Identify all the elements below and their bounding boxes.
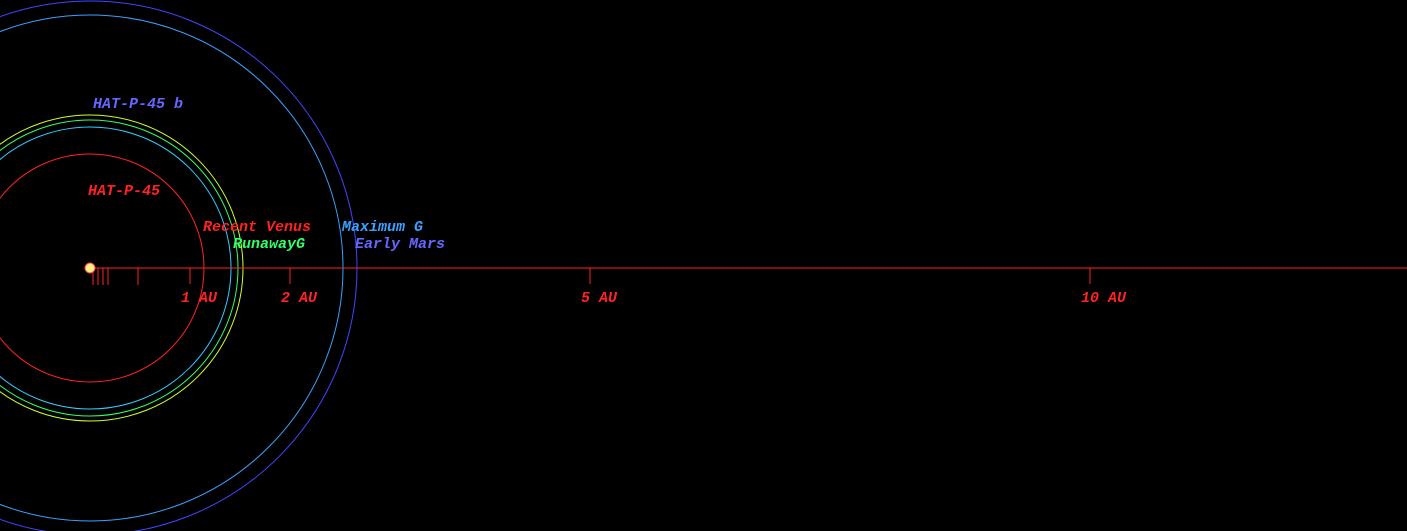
axis-tick-label: 10 AU [1081,290,1127,307]
minor-ticks [92,268,139,285]
early-mars-label: Early Mars [355,236,445,253]
axis-ticks: 1 AU 2 AU 5 AU 10 AU [181,268,1127,307]
axis-tick-label: 2 AU [281,290,318,307]
star-label: HAT-P-45 [88,183,160,200]
axis-tick-label: 1 AU [181,290,218,307]
runaway-greenhouse-label: RunawayG [233,236,305,253]
recent-venus-label: Recent Venus [203,219,311,236]
star [84,262,96,274]
planet-label: HAT-P-45 b [93,96,183,113]
maximum-greenhouse-label: Maximum G [341,219,423,236]
axis-tick-label: 5 AU [581,290,618,307]
